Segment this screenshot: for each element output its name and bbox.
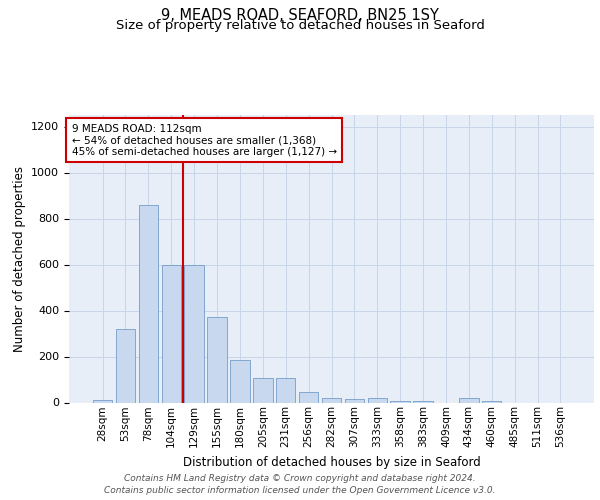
Text: 9 MEADS ROAD: 112sqm
← 54% of detached houses are smaller (1,368)
45% of semi-de: 9 MEADS ROAD: 112sqm ← 54% of detached h… <box>71 124 337 157</box>
Bar <box>276 378 295 402</box>
Bar <box>322 398 341 402</box>
Bar <box>93 400 112 402</box>
X-axis label: Distribution of detached houses by size in Seaford: Distribution of detached houses by size … <box>182 456 481 468</box>
Bar <box>161 264 181 402</box>
Y-axis label: Number of detached properties: Number of detached properties <box>13 166 26 352</box>
Text: Contains HM Land Registry data © Crown copyright and database right 2024.
Contai: Contains HM Land Registry data © Crown c… <box>104 474 496 495</box>
Bar <box>344 399 364 402</box>
Bar <box>299 392 319 402</box>
Bar <box>139 204 158 402</box>
Bar <box>368 398 387 402</box>
Text: 9, MEADS ROAD, SEAFORD, BN25 1SY: 9, MEADS ROAD, SEAFORD, BN25 1SY <box>161 8 439 22</box>
Bar <box>230 360 250 403</box>
Bar <box>184 264 204 402</box>
Bar <box>208 318 227 402</box>
Text: Size of property relative to detached houses in Seaford: Size of property relative to detached ho… <box>116 19 484 32</box>
Bar <box>116 329 135 402</box>
Bar <box>253 378 272 402</box>
Bar <box>459 398 479 402</box>
